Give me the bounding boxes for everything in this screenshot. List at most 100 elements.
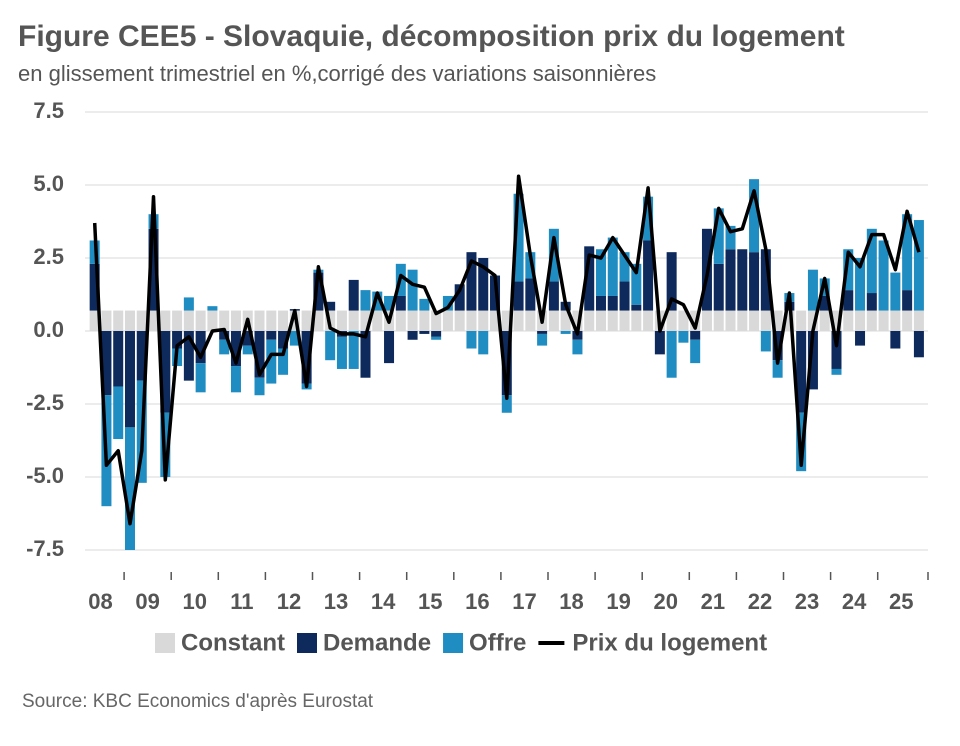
bar: [537, 333, 548, 346]
bar: [136, 331, 147, 381]
bar: [548, 310, 559, 331]
bar: [254, 331, 265, 378]
bar: [454, 310, 465, 331]
bar: [866, 293, 877, 311]
bar: [254, 377, 265, 396]
x-tick-label: 24: [842, 589, 867, 614]
x-tick-label: 09: [135, 589, 159, 614]
bar: [760, 249, 771, 311]
x-tick-label: 20: [654, 589, 678, 614]
bar: [572, 310, 583, 331]
bar: [395, 310, 406, 331]
bar: [595, 295, 606, 311]
bar: [183, 297, 194, 311]
bar: [219, 310, 230, 331]
bar: [525, 310, 536, 331]
bar: [384, 295, 395, 311]
bar: [855, 258, 866, 311]
bar: [666, 252, 677, 311]
x-tick-label: 17: [512, 589, 536, 614]
bar: [395, 295, 406, 311]
bar: [230, 331, 241, 367]
x-tick-label: 23: [795, 589, 819, 614]
bar: [113, 310, 124, 331]
bar: [419, 331, 430, 334]
bar: [643, 310, 654, 331]
bar: [537, 331, 548, 334]
bar: [631, 310, 642, 331]
bar: [266, 310, 277, 331]
bar: [819, 295, 830, 311]
bar: [431, 336, 442, 340]
legend-label: Demande: [323, 629, 431, 656]
bar: [584, 246, 595, 311]
bar: [725, 310, 736, 331]
bar: [501, 395, 512, 413]
bar: [513, 193, 524, 282]
bar: [807, 269, 818, 311]
bar: [713, 263, 724, 311]
bar: [442, 295, 453, 311]
bar: [160, 310, 171, 331]
bar: [690, 331, 701, 340]
bar: [843, 310, 854, 331]
bar: [831, 368, 842, 375]
bar: [478, 310, 489, 331]
y-tick-label: 0.0: [33, 317, 64, 342]
legend-label: Offre: [469, 629, 526, 656]
bar: [407, 269, 418, 311]
bar: [737, 249, 748, 311]
bar: [855, 310, 866, 331]
y-tick-label: 2.5: [33, 244, 64, 269]
bar: [360, 310, 371, 331]
bar: [784, 310, 795, 331]
bar: [560, 310, 571, 331]
bar: [831, 331, 842, 369]
bar: [749, 179, 760, 253]
x-tick-label: 14: [371, 589, 396, 614]
bar: [666, 331, 677, 378]
bar: [466, 252, 477, 311]
bar: [266, 339, 277, 384]
bar: [160, 331, 171, 413]
x-tick-label: 22: [748, 589, 772, 614]
bar: [666, 310, 677, 331]
bar: [242, 345, 253, 355]
bar: [560, 331, 571, 334]
bar: [631, 304, 642, 311]
bar: [619, 310, 630, 331]
bar: [360, 290, 371, 311]
bar: [301, 331, 312, 384]
bar: [172, 310, 183, 331]
bar: [584, 310, 595, 331]
bar: [207, 306, 218, 311]
x-tick-label: 21: [701, 589, 725, 614]
bar: [619, 252, 630, 282]
x-tick-label: 18: [559, 589, 583, 614]
bar: [478, 258, 489, 311]
bar: [725, 225, 736, 250]
bar: [690, 339, 701, 364]
bar: [254, 310, 265, 331]
bar: [701, 310, 712, 331]
bar: [384, 331, 395, 364]
y-tick-label: 7.5: [33, 98, 64, 123]
x-tick-label: 15: [418, 589, 442, 614]
x-tick-label: 08: [88, 589, 112, 614]
bar: [360, 331, 371, 378]
x-tick-label: 13: [324, 589, 348, 614]
y-tick-label: 5.0: [33, 171, 64, 196]
bar: [654, 331, 665, 355]
bar: [301, 310, 312, 331]
bar: [372, 291, 383, 311]
legend-swatch: [297, 633, 317, 653]
bar: [454, 284, 465, 311]
legend-swatch: [155, 633, 175, 653]
bar: [466, 310, 477, 331]
bar: [348, 331, 359, 369]
bar: [431, 331, 442, 337]
bar: [348, 310, 359, 331]
bar: [348, 279, 359, 311]
bar: [819, 310, 830, 331]
bar: [831, 310, 842, 331]
